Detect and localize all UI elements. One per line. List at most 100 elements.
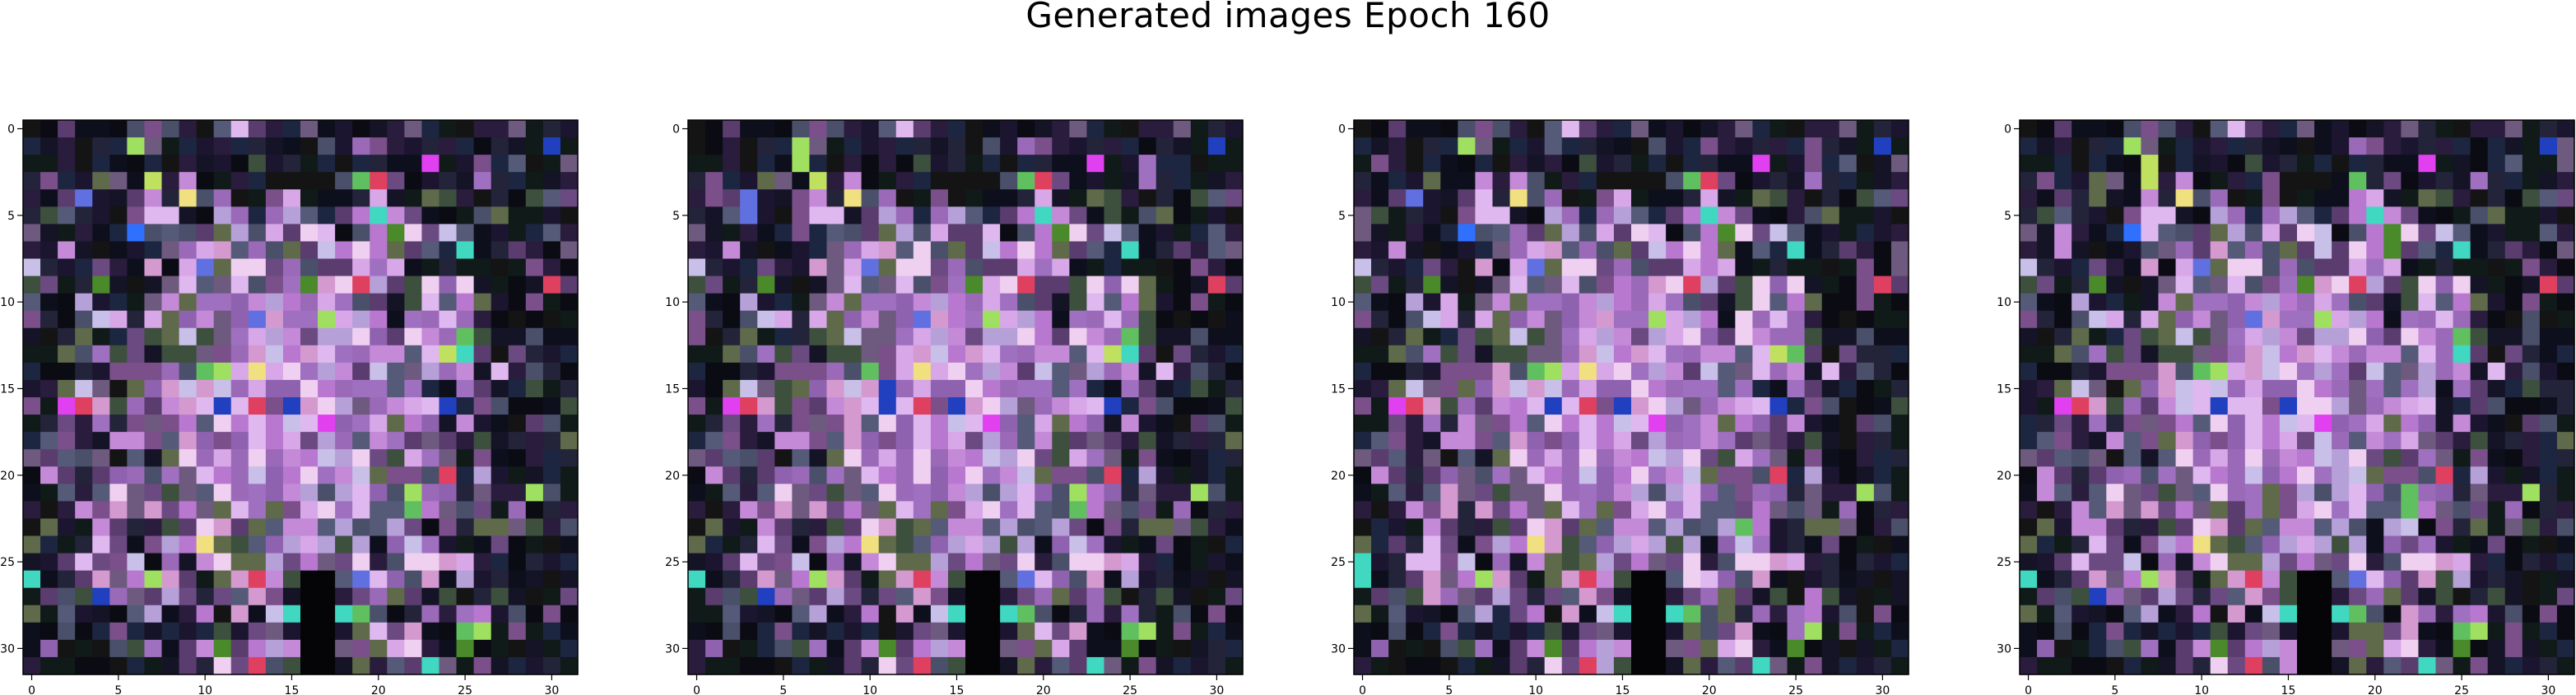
pixel <box>491 172 509 190</box>
pixel <box>282 432 301 450</box>
pixel <box>1086 206 1105 225</box>
pixel <box>2470 535 2489 554</box>
pixel <box>895 639 914 658</box>
pixel <box>2453 484 2471 502</box>
pixel <box>1086 137 1105 155</box>
pixel <box>1631 362 1649 381</box>
pixel <box>2020 120 2038 138</box>
pixel <box>965 379 983 398</box>
pixel <box>1561 518 1580 537</box>
pixel <box>2556 639 2575 658</box>
pixel <box>127 570 146 589</box>
pixel <box>2435 224 2454 243</box>
pixel <box>844 206 863 225</box>
pixel <box>2418 137 2437 155</box>
pixel <box>2227 415 2246 433</box>
pixel <box>1752 362 1771 381</box>
pixel <box>40 276 58 294</box>
pixel <box>1718 258 1736 277</box>
pixel <box>456 397 475 415</box>
pixel <box>144 622 163 641</box>
pixel <box>826 120 845 138</box>
pixel <box>2071 622 2090 641</box>
pixel <box>1121 656 1140 675</box>
pixel <box>2210 189 2229 207</box>
pixel <box>1190 570 1209 589</box>
pixel <box>2504 362 2523 381</box>
pixel <box>1440 172 1458 190</box>
pixel <box>2089 656 2107 675</box>
pixel <box>1890 224 1909 243</box>
pixel <box>965 189 983 207</box>
pixel <box>1666 570 1684 589</box>
pixel <box>127 535 146 554</box>
pixel <box>2141 587 2160 606</box>
pixel <box>1596 605 1615 623</box>
pixel <box>1371 518 1389 537</box>
pixel <box>144 605 163 623</box>
pixel <box>2383 258 2402 277</box>
pixel <box>1579 397 1597 415</box>
pixel <box>525 206 544 225</box>
pixel <box>1787 484 1806 502</box>
pixel <box>2020 449 2038 467</box>
pixel <box>1769 397 1788 415</box>
pixel <box>421 605 440 623</box>
pixel <box>1440 310 1458 329</box>
pixel <box>179 466 198 484</box>
pixel <box>196 605 215 623</box>
x-tick-label: 25 <box>458 684 472 695</box>
pixel <box>1000 206 1018 225</box>
pixel <box>2556 120 2575 138</box>
y-tick-label: 10 <box>1997 296 2011 309</box>
pixel <box>774 327 793 346</box>
pixel <box>560 518 579 537</box>
pixel <box>2071 241 2090 260</box>
pixel <box>688 397 706 415</box>
pixel <box>1458 345 1476 364</box>
pixel <box>2262 137 2281 155</box>
pixel <box>878 293 897 312</box>
pixel <box>1873 518 1892 537</box>
pixel <box>1527 484 1546 502</box>
pixel <box>2556 605 2575 623</box>
pixel <box>1492 501 1511 520</box>
pixel <box>318 587 336 606</box>
pixel <box>75 397 93 415</box>
pixel <box>1787 535 1806 554</box>
pixel <box>930 501 949 520</box>
pixel <box>2556 518 2575 537</box>
pixel <box>2539 553 2558 572</box>
pixel <box>2418 155 2437 173</box>
pixel <box>1458 518 1476 537</box>
pixel <box>2158 639 2177 658</box>
pixel <box>1190 362 1209 381</box>
pixel <box>2453 224 2471 243</box>
pixel <box>230 466 249 484</box>
pixel <box>2314 639 2332 658</box>
pixel <box>688 432 706 450</box>
pixel <box>913 605 932 623</box>
pixel <box>2522 189 2541 207</box>
pixel <box>1475 605 1494 623</box>
pixel <box>878 310 897 329</box>
pixel <box>1371 656 1389 675</box>
pixel <box>404 362 423 381</box>
pixel <box>1225 656 1244 675</box>
pixel <box>2192 172 2211 190</box>
pixel <box>2418 518 2437 537</box>
pixel <box>508 362 527 381</box>
pixel <box>1821 206 1840 225</box>
pixel <box>2539 189 2558 207</box>
x-tick-label: 15 <box>2281 684 2296 695</box>
pixel <box>1406 172 1424 190</box>
pixel <box>2314 397 2332 415</box>
pixel <box>1000 639 1018 658</box>
pixel <box>2418 379 2437 398</box>
pixel <box>861 553 880 572</box>
pixel <box>542 518 561 537</box>
pixel <box>688 570 706 589</box>
pixel <box>300 206 319 225</box>
pixel <box>2020 345 2038 364</box>
pixel <box>75 276 93 294</box>
